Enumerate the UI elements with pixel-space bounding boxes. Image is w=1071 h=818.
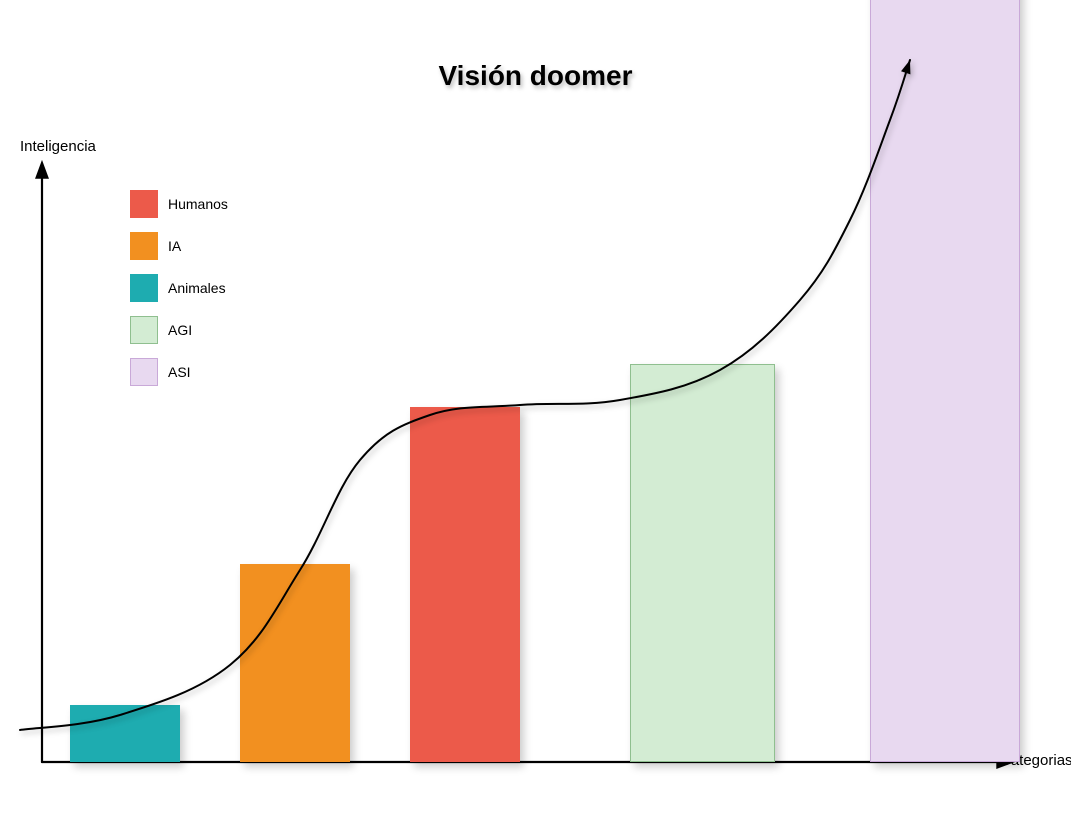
legend-label: IA [168,238,181,254]
legend: Humanos IA Animales AGI ASI [130,190,228,400]
legend-item-humanos: Humanos [130,190,228,218]
legend-label: Animales [168,280,226,296]
legend-swatch [130,358,158,386]
legend-item-ia: IA [130,232,228,260]
legend-swatch [130,316,158,344]
trend-curve-svg [0,0,1071,818]
chart-root: Visión doomer Inteligencia Categorias Hu… [0,0,1071,818]
legend-swatch [130,232,158,260]
legend-item-animales: Animales [130,274,228,302]
legend-swatch [130,274,158,302]
legend-label: ASI [168,364,191,380]
legend-item-asi: ASI [130,358,228,386]
legend-label: AGI [168,322,192,338]
legend-label: Humanos [168,196,228,212]
legend-item-agi: AGI [130,316,228,344]
legend-swatch [130,190,158,218]
